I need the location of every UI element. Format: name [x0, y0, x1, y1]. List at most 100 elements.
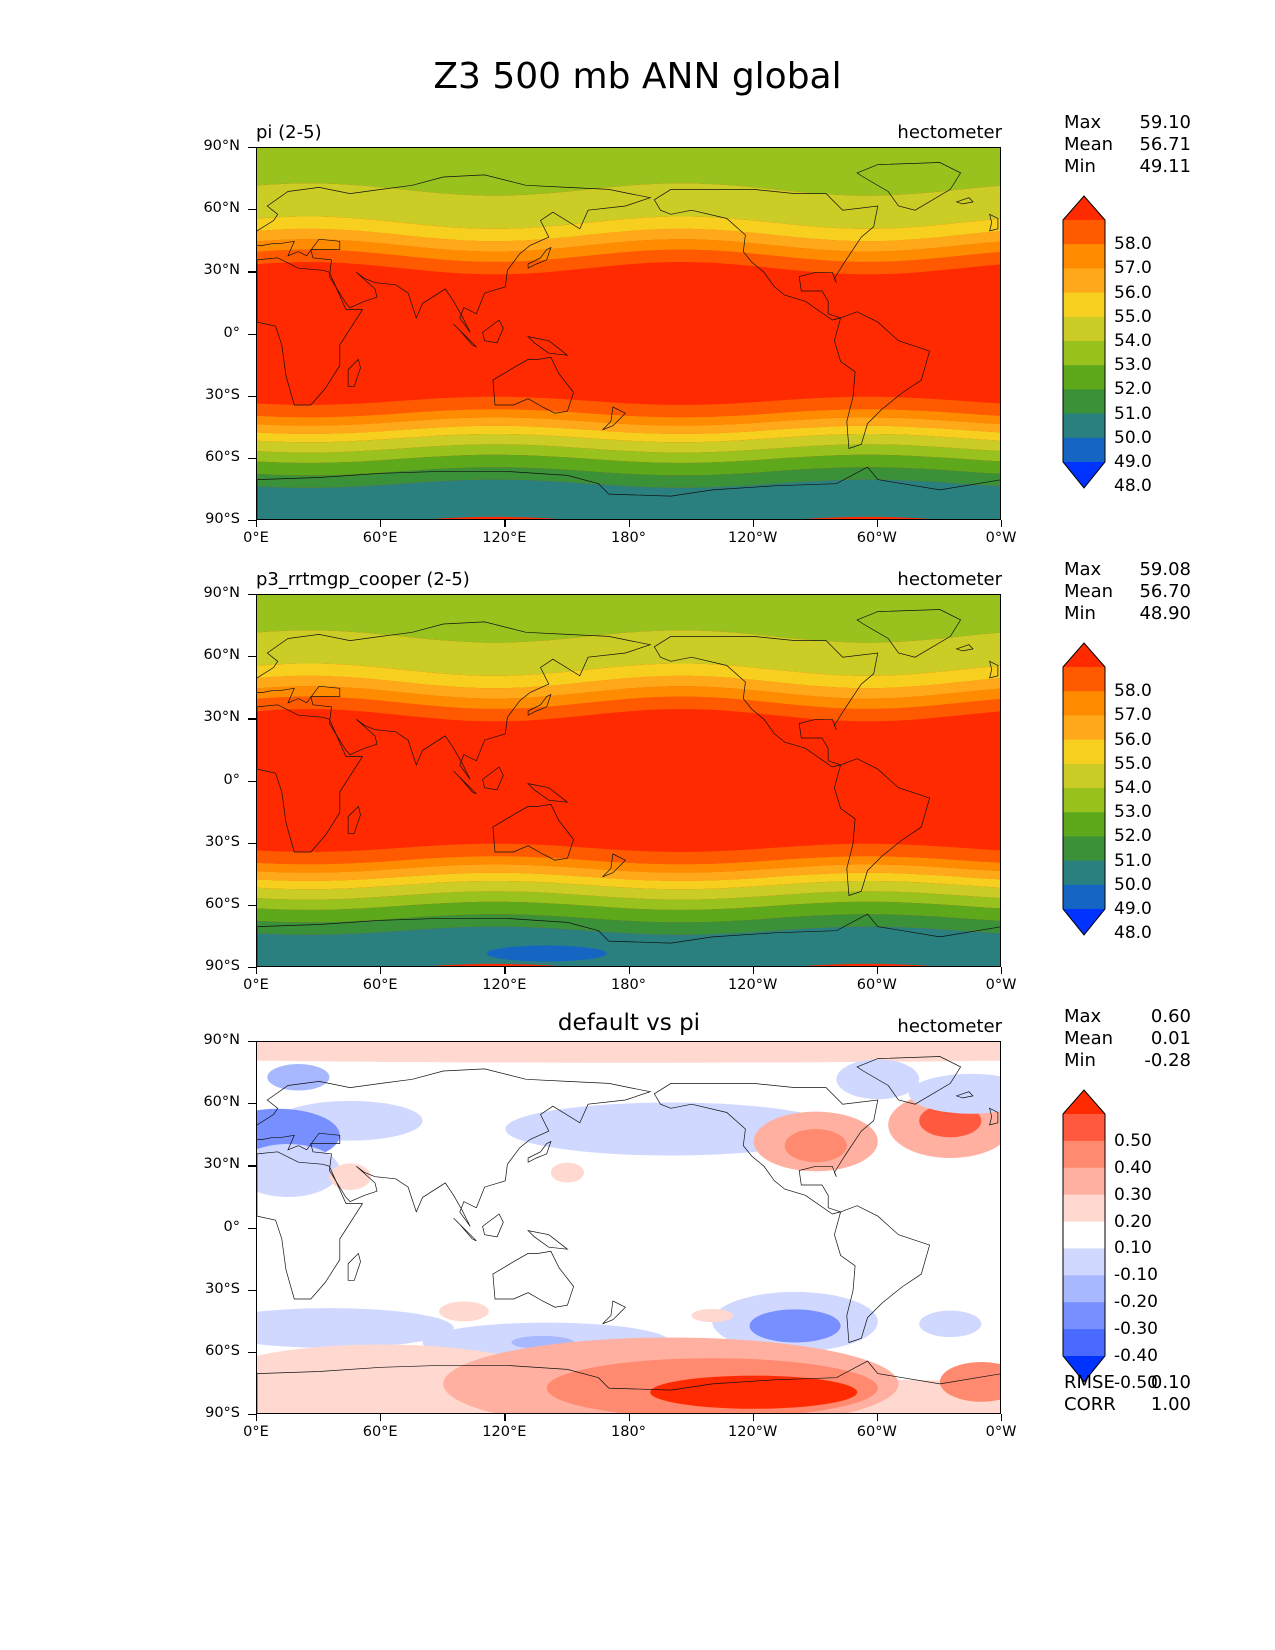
colorbar-swatch	[1063, 413, 1105, 439]
stat-rmse: RMSE 0.10	[1064, 1372, 1191, 1394]
lat-tick	[248, 1103, 256, 1105]
colorbar-tick-label: 56.0	[1114, 282, 1152, 303]
colorbar-tick-label: 57.0	[1114, 705, 1152, 726]
colorbar-graphic	[1062, 1089, 1106, 1383]
contour-band	[257, 914, 1000, 935]
lon-tick	[380, 520, 382, 527]
contour-band	[939, 1361, 1000, 1402]
lat-tick-label: 30°N	[203, 1156, 240, 1173]
lon-tick	[256, 967, 258, 974]
lon-tick	[876, 520, 879, 527]
colorbar-swatch	[1063, 1194, 1105, 1223]
colorbar-swatch	[1063, 788, 1105, 813]
lon-tick-label: 120°E	[482, 977, 527, 993]
lat-tick-label: 30°S	[205, 386, 240, 403]
colorbar-graphic	[1062, 195, 1106, 489]
stat-mean: Mean 0.01	[1064, 1028, 1191, 1050]
lon-tick-label: 120°W	[728, 1424, 778, 1440]
contour-band	[749, 1309, 841, 1343]
lon-tick	[752, 1414, 754, 1421]
colorbar-swatch	[1063, 341, 1105, 366]
colorbar-tick-label: -0.30	[1114, 1319, 1158, 1340]
coastline	[257, 704, 364, 853]
colorbar-swatch	[1063, 389, 1105, 415]
contour-band	[257, 434, 1000, 453]
map-panel-3: default vs pi hectometer 90°N 60°N 30°N 0° 30°…	[0, 1006, 1275, 1477]
lat-tick	[248, 271, 256, 273]
contour-band	[257, 239, 1000, 262]
stats-block: Max 59.10 Mean 56.71 Min 49.11	[1064, 112, 1191, 178]
contour-band	[257, 1042, 1000, 1063]
lat-tick	[248, 1227, 256, 1229]
coastline	[347, 1252, 361, 1281]
lon-tick	[256, 1414, 258, 1421]
colorbar-extend-max	[1063, 1090, 1105, 1114]
lat-tick-label: 0°	[223, 1218, 240, 1235]
contour-band	[257, 216, 1000, 242]
contour-band	[257, 926, 1000, 966]
stat-min-value: 48.90	[1139, 603, 1191, 624]
stat-max: Max 0.60	[1064, 1006, 1191, 1028]
lon-tick	[876, 1414, 879, 1421]
lat-tick-label: 90°N	[203, 138, 240, 154]
map-canvas	[257, 595, 1000, 966]
colorbar-tick-label: 51.0	[1114, 403, 1152, 424]
lat-tick-label: 90°N	[203, 1032, 240, 1048]
coastline	[527, 1230, 569, 1250]
lat-tick-label: 60°S	[205, 448, 240, 465]
colorbar-swatch	[1063, 884, 1105, 910]
colorbar-graphic	[1062, 642, 1106, 936]
panel-title: p3_rrtmgp_cooper (2-5)	[256, 569, 470, 590]
lon-tick-label: 60°E	[362, 1424, 398, 1440]
colorbar-tick-label: 56.0	[1114, 729, 1152, 750]
units-label: hectometer	[897, 122, 1002, 143]
coastline	[653, 1083, 879, 1215]
contour-band	[908, 1073, 1000, 1114]
lon-tick-label: 60°W	[856, 977, 897, 993]
coastline	[347, 358, 361, 387]
coastline	[834, 758, 931, 896]
map-canvas	[257, 1042, 1000, 1413]
stat-mean: Mean 56.71	[1064, 134, 1191, 156]
lat-tick-label: 90°N	[203, 585, 240, 601]
colorbar-tick-label: 58.0	[1114, 681, 1152, 702]
colorbar-swatch	[1063, 667, 1105, 692]
stat-mean-value: 0.01	[1150, 1028, 1191, 1049]
lon-tick	[504, 520, 506, 527]
stat-min-label: Min	[1064, 603, 1096, 624]
stat-mean-label: Mean	[1064, 581, 1114, 602]
extra-stats: RMSE 0.10 CORR 1.00	[1064, 1372, 1191, 1416]
contour-band	[257, 479, 1000, 519]
contour-band	[257, 454, 1000, 476]
coastline	[453, 1217, 477, 1242]
colorbar-tick-label: 54.0	[1114, 778, 1152, 798]
stat-max-value: 0.60	[1150, 1006, 1191, 1027]
colorbar-tick-label: 57.0	[1114, 258, 1152, 279]
coastline	[955, 197, 974, 205]
colorbar: 58.0 57.0 56.0 55.0 54.0 53.0 52.0 51.0 50.0 49.0…	[1062, 642, 1152, 943]
lon-tick-label: 60°E	[362, 977, 398, 993]
colorbar: 58.0 57.0 56.0 55.0 54.0 53.0 52.0 51.0 50.0 49.0…	[1062, 195, 1152, 496]
lat-tick-label: 90°S	[205, 1405, 240, 1421]
coastline	[492, 356, 574, 414]
stat-mean-label: Mean	[1064, 1028, 1114, 1049]
units-label: hectometer	[897, 1016, 1002, 1037]
colorbar-swatch	[1063, 437, 1105, 463]
colorbar-tick-label: 58.0	[1114, 234, 1152, 255]
lon-tick	[1001, 520, 1003, 527]
panel-title: default vs pi	[557, 1010, 701, 1036]
colorbar-tick-label: 55.0	[1114, 306, 1152, 327]
coastline	[856, 1056, 962, 1105]
lon-tick	[752, 967, 754, 974]
lat-tick	[248, 904, 256, 907]
lon-tick	[504, 1414, 506, 1421]
lat-tick-label: 30°N	[203, 709, 240, 726]
contour-band	[257, 183, 1000, 229]
colorbar-tick-label: -0.20	[1114, 1292, 1158, 1313]
colorbar-swatch	[1063, 1275, 1105, 1303]
contour-band	[550, 1162, 584, 1183]
contour-band	[257, 696, 1000, 722]
colorbar-extend-max	[1063, 643, 1105, 667]
colorbar-tick-label: 53.0	[1114, 355, 1152, 376]
coastline	[257, 466, 1000, 519]
